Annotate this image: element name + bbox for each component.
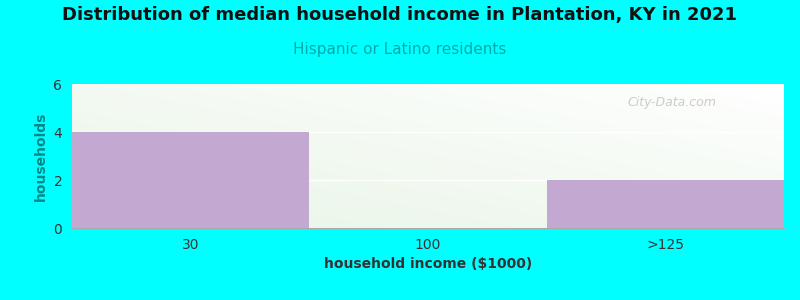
Text: Distribution of median household income in Plantation, KY in 2021: Distribution of median household income …: [62, 6, 738, 24]
X-axis label: household income ($1000): household income ($1000): [324, 257, 532, 271]
Y-axis label: households: households: [34, 111, 48, 201]
Bar: [546, 180, 784, 228]
Text: Hispanic or Latino residents: Hispanic or Latino residents: [294, 42, 506, 57]
Text: City-Data.com: City-Data.com: [627, 95, 716, 109]
Bar: [72, 132, 310, 228]
